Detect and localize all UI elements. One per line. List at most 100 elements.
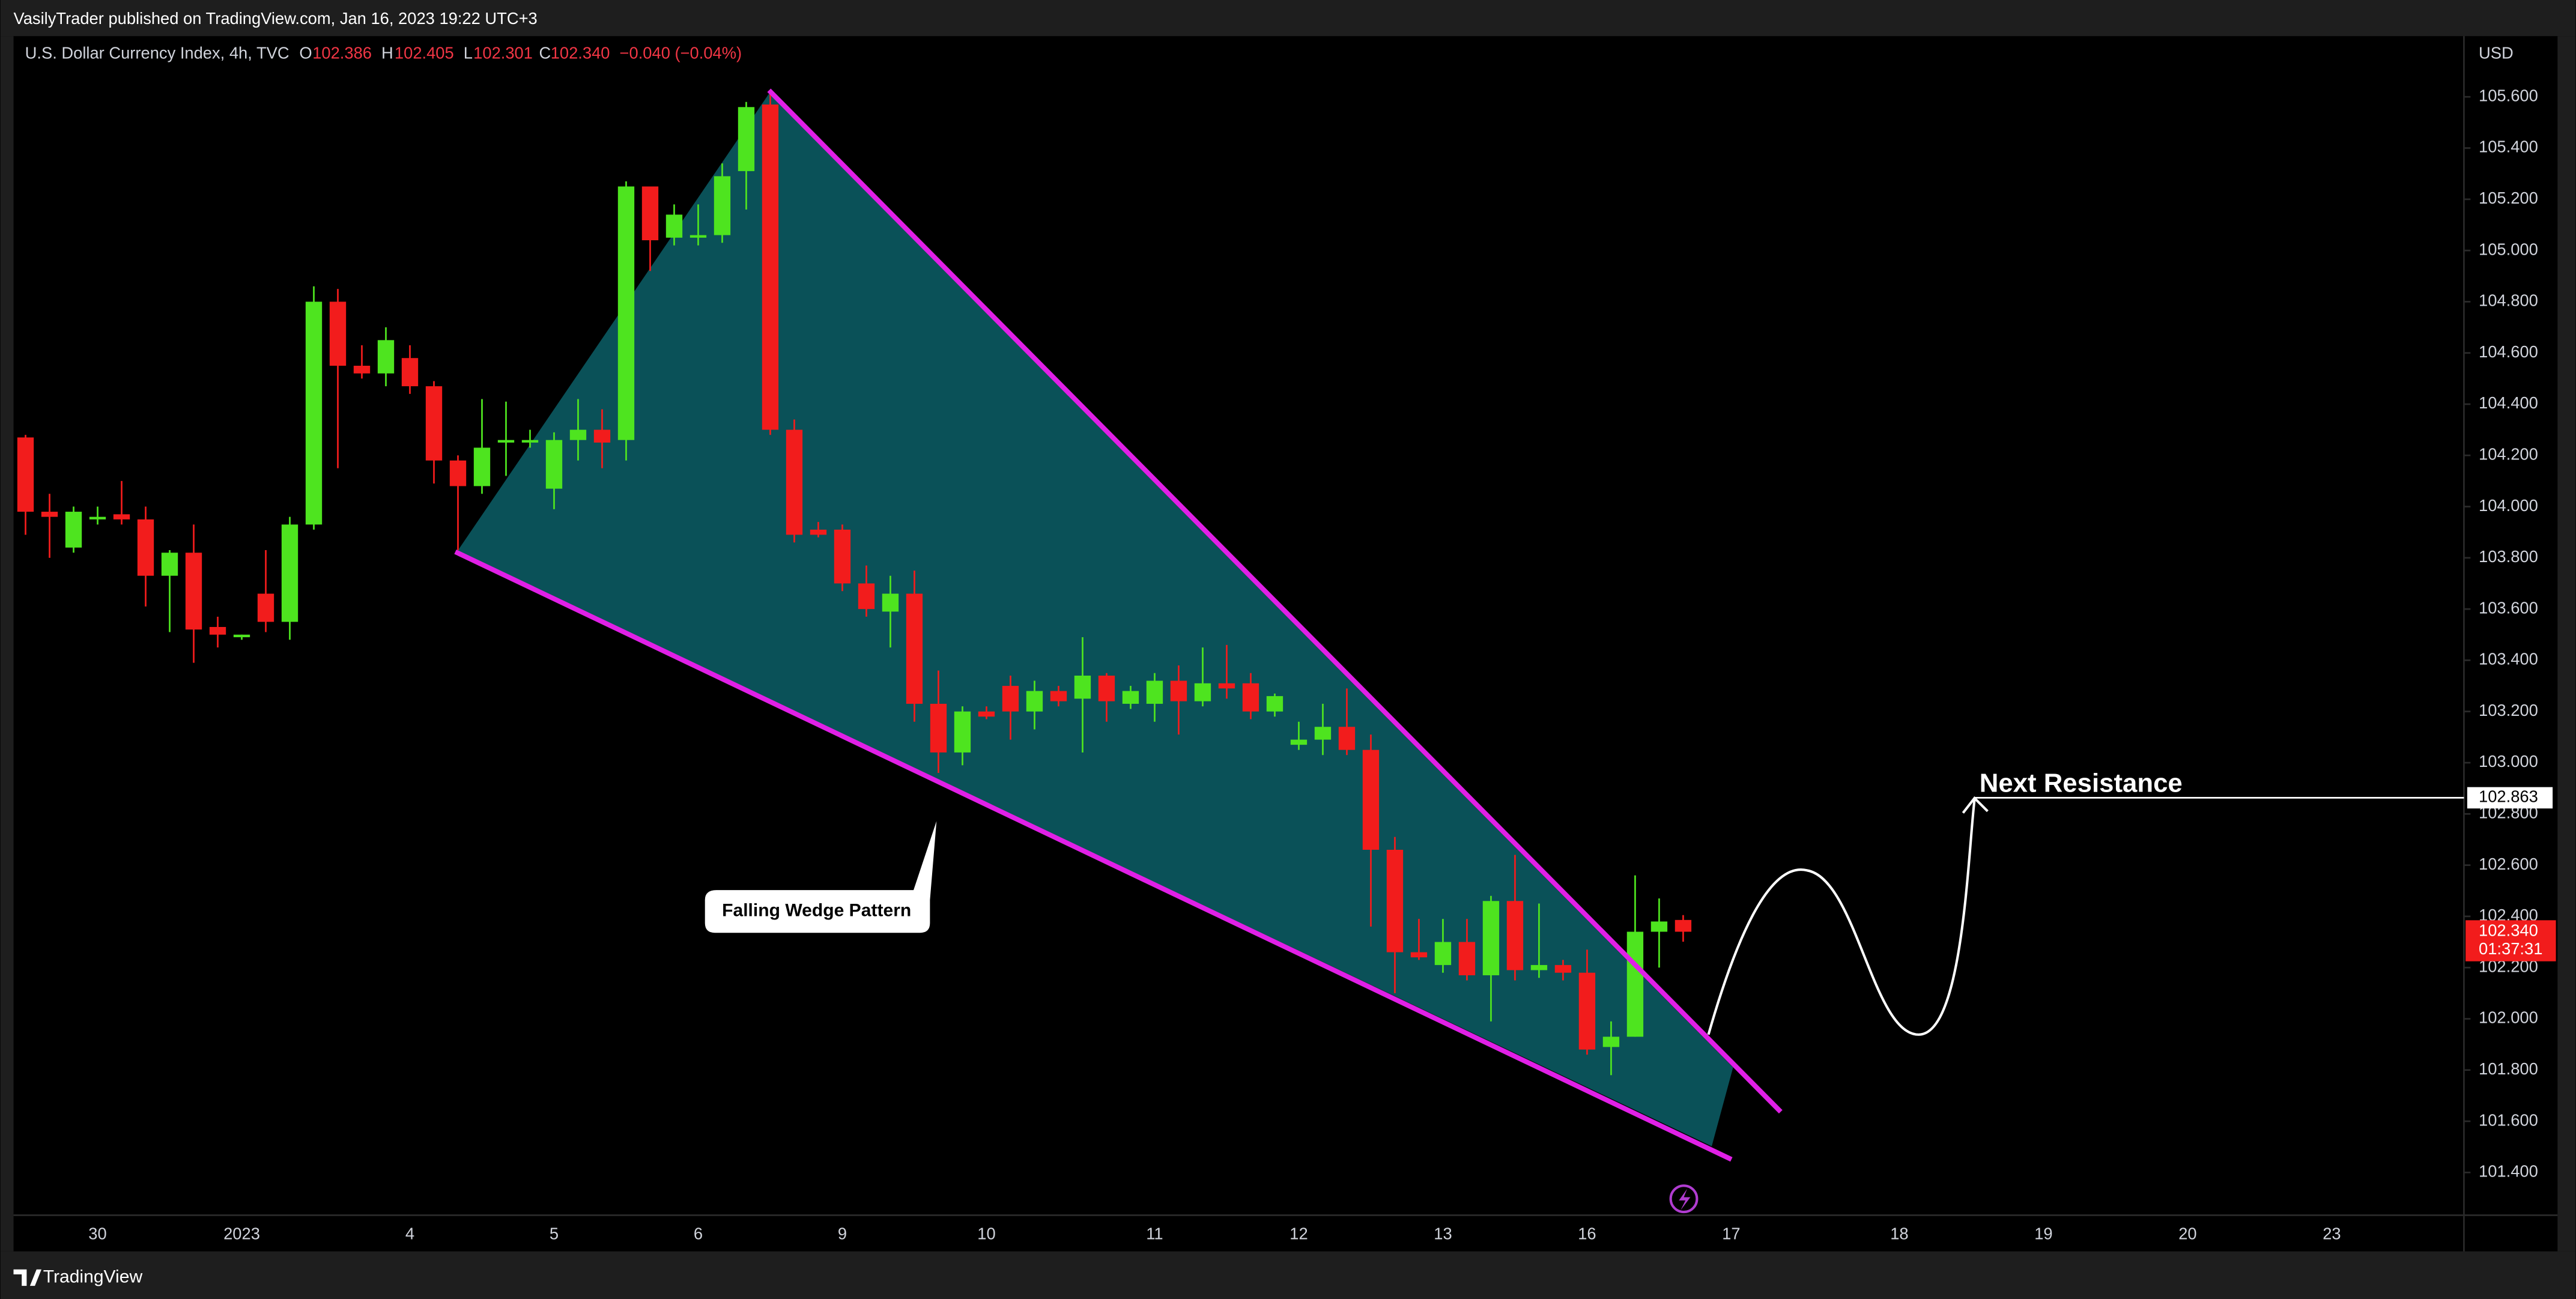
candle-body xyxy=(257,593,274,622)
candle-body xyxy=(1458,942,1476,975)
candle-body xyxy=(906,593,923,704)
x-tick-label: 5 xyxy=(550,1225,559,1243)
candle-body xyxy=(1338,727,1356,750)
candle-body xyxy=(377,340,395,374)
candle-body xyxy=(89,516,106,519)
legend-key: L xyxy=(464,43,473,62)
candle-body xyxy=(1506,901,1524,970)
y-tick-label: 102.600 xyxy=(2479,855,2538,873)
candle-body xyxy=(137,519,154,576)
candle-body xyxy=(233,634,250,638)
candle-body xyxy=(185,553,202,630)
legend-key: O xyxy=(299,43,312,62)
x-tick-label: 17 xyxy=(1722,1225,1740,1243)
candle-body xyxy=(1626,931,1644,1037)
candle-body xyxy=(714,176,731,235)
y-tick-label: 104.800 xyxy=(2479,291,2538,310)
candle-body xyxy=(545,440,563,489)
y-tick-label: 104.200 xyxy=(2479,444,2538,463)
brand-text: TradingView xyxy=(43,1267,143,1286)
candle-body xyxy=(858,583,875,610)
candle-body xyxy=(978,711,995,717)
candle-body xyxy=(1362,749,1380,850)
wedge-upper-line xyxy=(767,88,1783,1114)
legend-value: 102.301 xyxy=(473,43,533,62)
x-tick-label: 9 xyxy=(838,1225,847,1243)
event-icon[interactable] xyxy=(1669,1184,1699,1214)
legend-value: 102.386 xyxy=(312,43,372,62)
y-tick-label: 104.000 xyxy=(2479,496,2538,515)
countdown-label: 01:37:31 xyxy=(2479,939,2542,958)
chart-title: U.S. Dollar Currency Index, 4h, TVC xyxy=(25,43,289,62)
candle-body xyxy=(954,711,971,752)
candle-body xyxy=(1218,683,1235,689)
candle-body xyxy=(281,524,299,622)
candle-body xyxy=(1242,683,1259,712)
y-tick-label: 101.400 xyxy=(2479,1162,2538,1181)
y-tick-label: 103.800 xyxy=(2479,547,2538,566)
candle-body xyxy=(1482,901,1500,975)
candle-body xyxy=(930,703,947,752)
y-tick-label: 105.000 xyxy=(2479,240,2538,258)
candle-body xyxy=(1146,680,1163,704)
event-icon-bolt xyxy=(1679,1188,1691,1211)
candle-body xyxy=(762,104,779,430)
candle-body xyxy=(882,593,899,612)
candle-body xyxy=(689,235,707,238)
y-tick-label: 105.600 xyxy=(2479,86,2538,104)
candle-body xyxy=(1530,964,1548,970)
candle-body xyxy=(1674,919,1692,932)
candle-body xyxy=(113,514,130,519)
candle-body xyxy=(1290,739,1308,745)
candle-body xyxy=(569,429,587,440)
candle-body xyxy=(41,512,58,517)
y-tick-label: 104.600 xyxy=(2479,342,2538,361)
candle-body xyxy=(1170,680,1187,701)
candles xyxy=(17,91,1692,1076)
y-tick-label: 101.800 xyxy=(2479,1059,2538,1078)
candle-body xyxy=(738,107,755,171)
resistance-axis-label: 102.863 xyxy=(2479,787,2538,806)
currency-label: USD xyxy=(2479,43,2514,62)
x-tick-label: 30 xyxy=(88,1225,106,1243)
candle-body xyxy=(1410,952,1428,958)
candle-body xyxy=(641,186,659,241)
candle-body xyxy=(1002,686,1019,712)
candle-body xyxy=(593,429,611,443)
y-tick-label: 102.000 xyxy=(2479,1008,2538,1027)
candle-body xyxy=(449,460,467,486)
legend-key: C xyxy=(539,43,551,62)
y-tick-label: 104.400 xyxy=(2479,393,2538,412)
candle-body xyxy=(425,386,443,461)
candle-body xyxy=(834,529,851,584)
candle-body xyxy=(1314,727,1332,740)
resistance-text: Next Resistance xyxy=(1980,769,2183,798)
candle-body xyxy=(665,214,683,238)
y-tick-label: 103.200 xyxy=(2479,701,2538,719)
x-tick-label: 2023 xyxy=(223,1225,260,1243)
candle-body xyxy=(617,186,635,440)
candle-body xyxy=(786,429,803,535)
callout-text: Falling Wedge Pattern xyxy=(722,901,911,921)
x-tick-label: 19 xyxy=(2034,1225,2052,1243)
legend-change: −0.040 (−0.04%) xyxy=(620,43,742,62)
resistance-axis-box xyxy=(2467,787,2553,809)
x-tick-label: 16 xyxy=(1578,1225,1596,1243)
published-text: VasilyTrader published on TradingView.co… xyxy=(14,9,538,28)
x-tick-label: 18 xyxy=(1890,1225,1908,1243)
last-price-box xyxy=(2465,920,2556,961)
x-tick-label: 6 xyxy=(694,1225,703,1243)
y-tick-label: 101.600 xyxy=(2479,1110,2538,1129)
last-price-label: 102.340 xyxy=(2479,921,2538,940)
projection-path xyxy=(1707,799,1976,1036)
left-edge xyxy=(0,36,14,1252)
x-tick-label: 11 xyxy=(1146,1225,1163,1243)
legend-value: 102.340 xyxy=(551,43,610,62)
callout-box xyxy=(705,821,937,933)
y-tick-label: 103.000 xyxy=(2479,752,2538,771)
candle-body xyxy=(1026,691,1043,712)
candle-body xyxy=(353,366,371,374)
candle-body xyxy=(1266,696,1283,712)
candle-body xyxy=(17,437,34,512)
x-tick-label: 4 xyxy=(405,1225,414,1243)
